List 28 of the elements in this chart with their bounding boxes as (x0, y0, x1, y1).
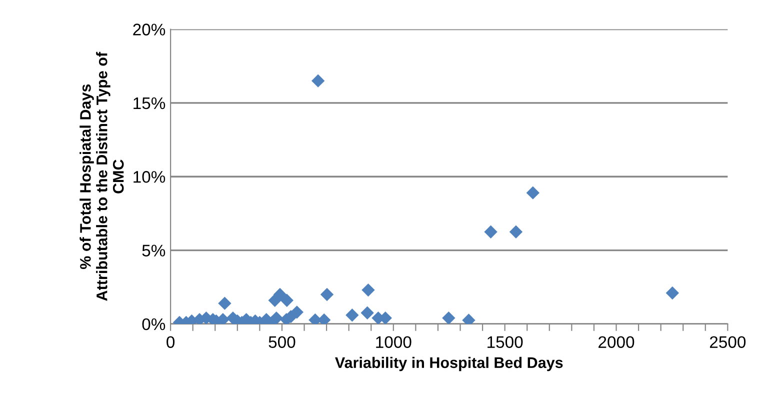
point (218, 296, 232, 310)
x-axis-title: Variability in Hospital Bed Days (335, 356, 563, 372)
x-tick-label: 2500 (710, 336, 746, 348)
y-tick-label: 0% (142, 318, 166, 330)
point (290, 306, 304, 319)
point (320, 288, 334, 302)
point (666, 286, 679, 300)
point (442, 311, 456, 324)
x-tick-label: 1500 (488, 336, 523, 348)
point (270, 311, 283, 324)
point (526, 186, 540, 200)
point (346, 308, 359, 322)
point (360, 306, 374, 320)
point (484, 225, 498, 238)
y-tick-label: 15% (134, 97, 166, 110)
x-tick-label: 0 (166, 336, 175, 348)
y-axis-title: % of Total Hospiatal Days Attributable to the Distinct Type of CMC (80, 52, 124, 301)
point (273, 288, 287, 302)
point (362, 283, 375, 297)
x-tick-label: 500 (268, 336, 296, 348)
x-tick-label: 2000 (598, 336, 634, 348)
point (509, 225, 523, 238)
point (280, 294, 294, 307)
point (311, 74, 325, 88)
y-tick-label: 5% (142, 244, 166, 256)
y-tick-label: 10% (134, 171, 166, 183)
x-tick-label: 1000 (376, 336, 412, 348)
y-tick-label: 20% (133, 24, 166, 36)
